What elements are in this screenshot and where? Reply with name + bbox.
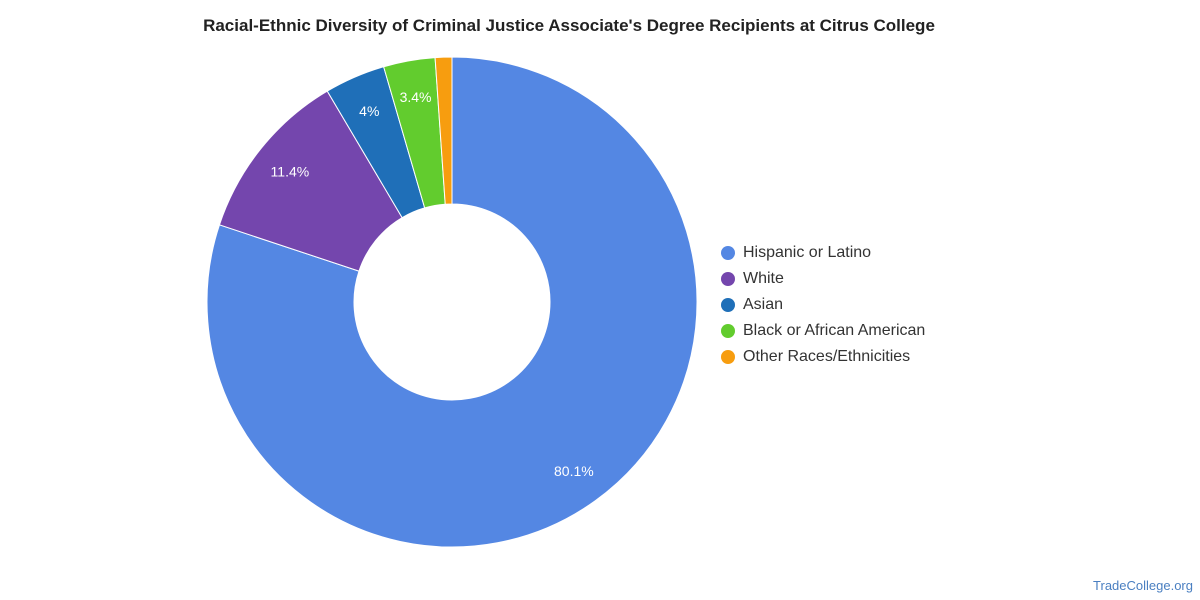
legend-item-hispanic-or-latino[interactable]: Hispanic or Latino — [721, 240, 925, 266]
legend-label: White — [743, 270, 784, 287]
legend-swatch — [721, 246, 735, 260]
source-watermark[interactable]: TradeCollege.org — [1093, 578, 1193, 593]
legend-swatch — [721, 272, 735, 286]
legend-item-white[interactable]: White — [721, 266, 925, 292]
legend-swatch — [721, 350, 735, 364]
legend-item-other-races-ethnicities[interactable]: Other Races/Ethnicities — [721, 344, 925, 370]
legend-label: Other Races/Ethnicities — [743, 348, 911, 365]
legend-item-black-or-african-american[interactable]: Black or African American — [721, 318, 925, 344]
legend-swatch — [721, 298, 735, 312]
slice-white[interactable] — [218, 90, 403, 272]
legend-swatch — [721, 324, 735, 338]
slice-hispanic-or-latino[interactable] — [206, 56, 698, 548]
chart-title: Racial-Ethnic Diversity of Criminal Just… — [203, 16, 935, 35]
data-label-hispanic-or-latino: 80.1% — [554, 463, 594, 479]
legend-item-asian[interactable]: Asian — [721, 292, 925, 318]
chart-legend: Hispanic or Latino White Asian Black or Afr… — [721, 240, 925, 370]
legend-label: Asian — [743, 296, 784, 313]
legend-label: Hispanic or Latino — [743, 244, 872, 261]
data-label-asian: 4% — [359, 103, 379, 119]
data-label-white: 11.4% — [271, 163, 310, 179]
slice-other-races-ethnicities[interactable] — [434, 56, 453, 205]
data-label-black-or-african-american: 3.4% — [400, 89, 432, 105]
legend-label: Black or African American — [743, 322, 926, 339]
